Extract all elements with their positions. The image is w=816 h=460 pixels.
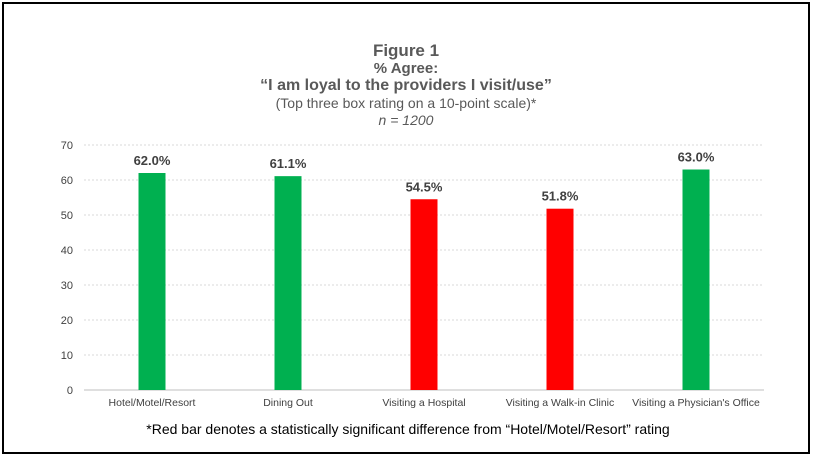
x-tick-label: Hotel/Motel/Resort xyxy=(109,397,196,409)
bar xyxy=(138,173,166,390)
y-tick-label: 20 xyxy=(61,315,73,327)
y-tick-label: 50 xyxy=(61,210,73,222)
chart-title: Figure 1 xyxy=(372,41,440,60)
data-label: 61.1% xyxy=(270,156,307,171)
x-tick-label: Visiting a Walk-in Clinic xyxy=(506,397,615,409)
x-tick-label: Visiting a Physician's Office xyxy=(632,397,760,409)
chart-title-block: Figure 1 % Agree: “I am loyal to the pro… xyxy=(0,42,812,129)
y-tick-label: 0 xyxy=(67,385,73,397)
x-tick-label: Dining Out xyxy=(263,397,313,409)
chart-frame xyxy=(2,2,810,454)
data-label: 62.0% xyxy=(134,153,171,168)
y-tick-label: 10 xyxy=(61,350,73,362)
bar xyxy=(410,199,438,390)
data-label: 51.8% xyxy=(542,189,579,204)
y-tick-label: 70 xyxy=(61,140,73,152)
chart-subtitle-sample-size: n = 1200 xyxy=(378,112,434,128)
y-tick-label: 40 xyxy=(61,245,73,257)
data-label: 63.0% xyxy=(678,150,715,165)
bar xyxy=(546,208,574,390)
footnote: *Red bar denotes a statistically signifi… xyxy=(146,421,670,437)
y-tick-label: 30 xyxy=(61,280,73,292)
x-tick-label: Visiting a Hospital xyxy=(382,397,465,409)
bar xyxy=(274,176,302,390)
chart-subtitle-agree: % Agree: xyxy=(373,60,439,77)
y-tick-label: 60 xyxy=(61,175,73,187)
data-label: 54.5% xyxy=(406,179,443,194)
chart-subtitle-scale: (Top three box rating on a 10-point scal… xyxy=(275,95,537,111)
bar xyxy=(682,169,710,390)
chart-subtitle-statement: “I am loyal to the providers I visit/use… xyxy=(260,77,552,94)
